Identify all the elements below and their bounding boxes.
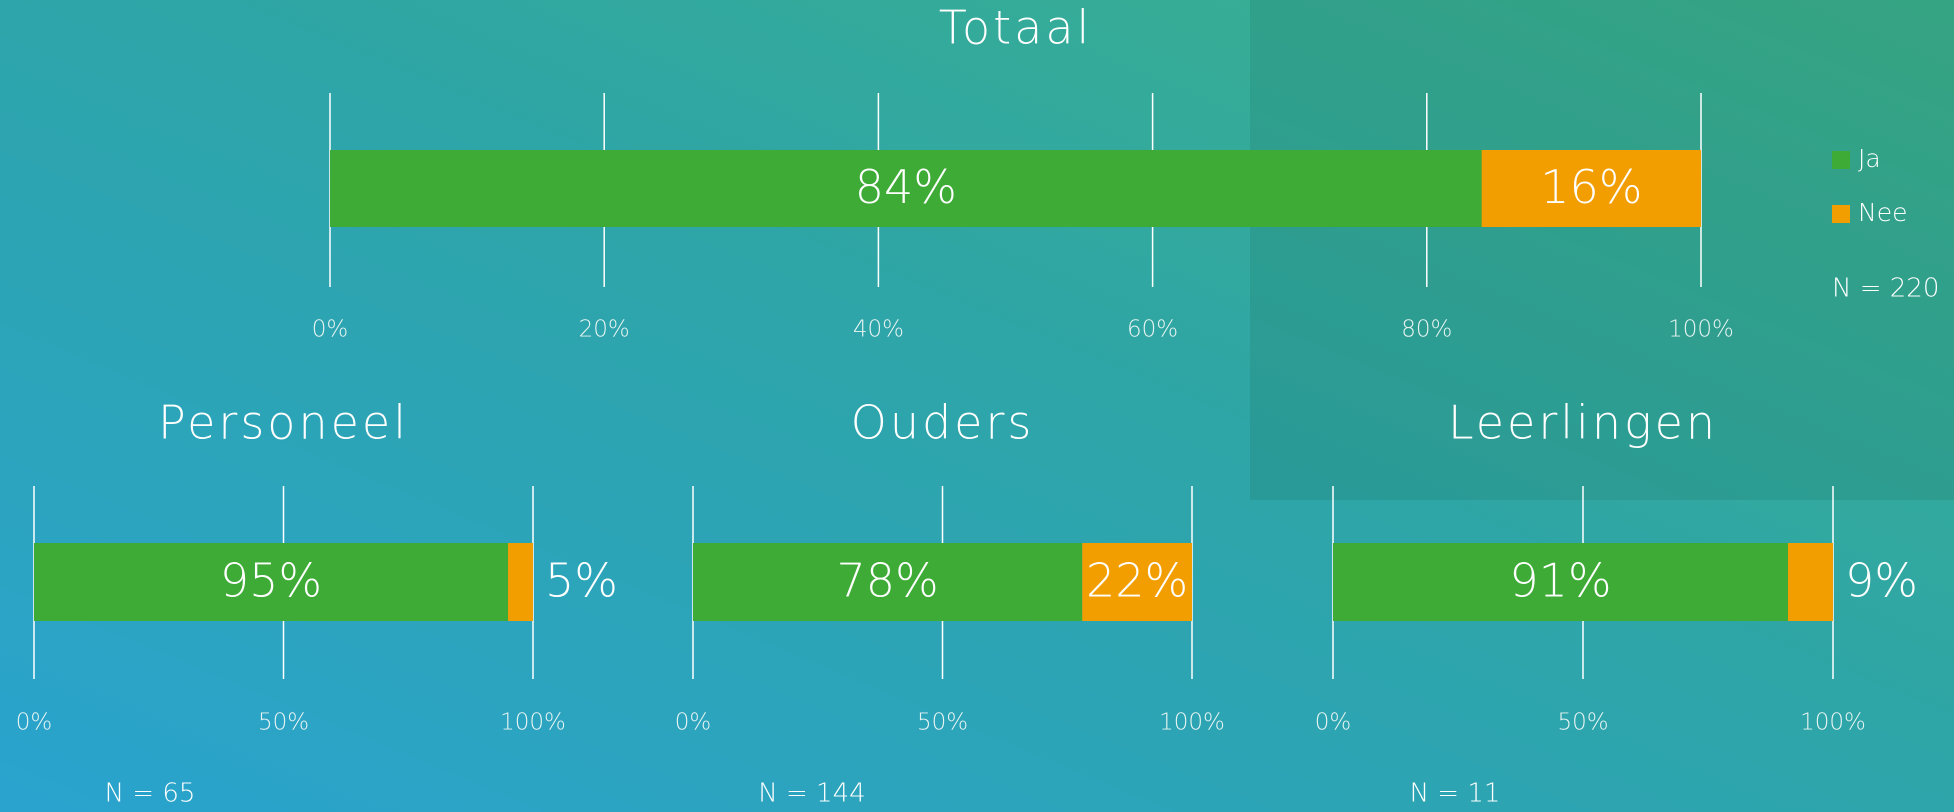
legend-label: Nee <box>1858 198 1907 227</box>
bar-segment <box>1333 543 1788 621</box>
bar-segment <box>34 543 509 621</box>
x-tick-label: 20% <box>579 317 630 343</box>
sample-size: N = 144 <box>758 779 865 809</box>
data-label: 95% <box>220 554 322 608</box>
x-tick-label: 50% <box>258 710 309 736</box>
x-tick-label: 100% <box>1668 317 1734 343</box>
legend-swatch <box>1832 205 1850 223</box>
x-tick-label: 100% <box>500 710 566 736</box>
x-tick-label: 100% <box>1800 710 1866 736</box>
sample-size: N = 11 <box>1410 779 1501 809</box>
sample-size: N = 220 <box>1832 274 1939 304</box>
x-tick-label: 100% <box>1159 710 1225 736</box>
bar-segment <box>693 543 1083 621</box>
data-label: 78% <box>836 554 938 608</box>
bar-segment <box>1788 543 1833 621</box>
chart-title: Ouders <box>851 396 1035 450</box>
chart-title: Totaal <box>939 1 1093 55</box>
legend-label: Ja <box>1858 144 1881 173</box>
legend-swatch <box>1832 151 1850 169</box>
bar-segment <box>330 150 1482 227</box>
x-tick-label: 60% <box>1127 317 1178 343</box>
data-label: 16% <box>1540 160 1642 214</box>
x-tick-label: 50% <box>917 710 968 736</box>
data-label: 9% <box>1845 554 1918 608</box>
x-tick-label: 80% <box>1401 317 1452 343</box>
data-label: 84% <box>855 160 957 214</box>
chart-title: Personeel <box>158 396 409 450</box>
x-tick-label: 0% <box>1315 710 1352 736</box>
x-tick-label: 50% <box>1557 710 1608 736</box>
bar-segment <box>508 543 533 621</box>
photo-shade <box>1250 0 1954 500</box>
x-tick-label: 0% <box>16 710 53 736</box>
x-tick-label: 0% <box>312 317 349 343</box>
data-label: 22% <box>1086 554 1188 608</box>
x-tick-label: 0% <box>675 710 712 736</box>
sample-size: N = 65 <box>105 779 196 809</box>
x-tick-label: 40% <box>853 317 904 343</box>
bar-segment <box>1082 543 1192 621</box>
data-label: 5% <box>545 554 618 608</box>
data-label: 91% <box>1509 554 1611 608</box>
chart-title: Leerlingen <box>1448 396 1718 450</box>
bar-segment <box>1481 150 1701 227</box>
